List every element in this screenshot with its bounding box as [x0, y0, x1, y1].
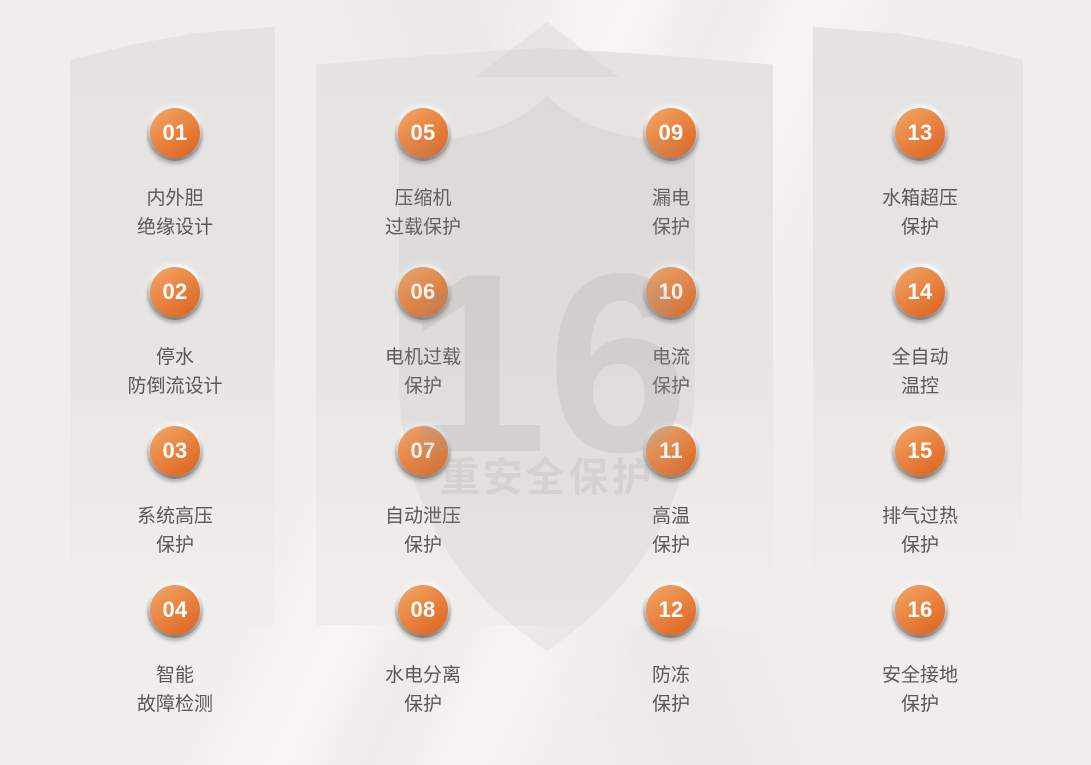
svg-text:重安全保护: 重安全保护	[440, 456, 655, 500]
